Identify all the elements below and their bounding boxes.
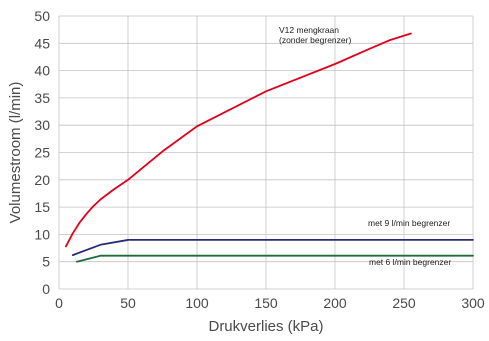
x-tick-label-1: 50 bbox=[120, 295, 136, 311]
series-lines bbox=[65, 32, 474, 263]
axis-ticks: 0 5 10 15 20 25 30 35 40 45 50 0 50 100 150 200 250 300 bbox=[34, 8, 484, 311]
x-tick-label-2: 100 bbox=[185, 295, 209, 311]
grid-lines bbox=[58, 15, 474, 290]
y-tick-label-0: 0 bbox=[42, 281, 50, 297]
x-tick-label-3: 150 bbox=[254, 295, 278, 311]
y-tick-label-8: 40 bbox=[34, 63, 50, 79]
y-axis-title: Volumestroom (l/min) bbox=[7, 82, 24, 224]
y-tick-label-1: 5 bbox=[42, 254, 50, 270]
x-axis-title: Drukverlies (kPa) bbox=[208, 318, 323, 335]
series-line-nine bbox=[71, 238, 474, 257]
y-tick-label-9: 45 bbox=[34, 35, 50, 51]
x-tick-label-5: 250 bbox=[392, 295, 416, 311]
y-tick-label-10: 50 bbox=[34, 8, 50, 24]
y-tick-label-4: 20 bbox=[34, 172, 50, 188]
y-tick-label-6: 30 bbox=[34, 117, 50, 133]
y-tick-label-2: 10 bbox=[34, 226, 50, 242]
y-tick-label-5: 25 bbox=[34, 145, 50, 161]
x-tick-label-0: 0 bbox=[55, 295, 63, 311]
y-tick-label-7: 35 bbox=[34, 90, 50, 106]
x-tick-label-6: 300 bbox=[461, 295, 485, 311]
series-label-red-0: V12 mengkraan bbox=[279, 25, 339, 35]
x-tick-label-4: 200 bbox=[323, 295, 347, 311]
series-line-red bbox=[65, 32, 412, 248]
series-label-nine-0: met 9 l/min begrenzer bbox=[368, 218, 450, 228]
series-label-six-0: met 6 l/min begrenzer bbox=[369, 257, 451, 267]
series-labels: V12 mengkraan(zonder begrenzer) met 9 l/m… bbox=[279, 25, 451, 267]
series-line-six bbox=[76, 254, 474, 263]
series-label-red-1: (zonder begrenzer) bbox=[279, 35, 351, 45]
y-tick-label-3: 15 bbox=[34, 199, 50, 215]
